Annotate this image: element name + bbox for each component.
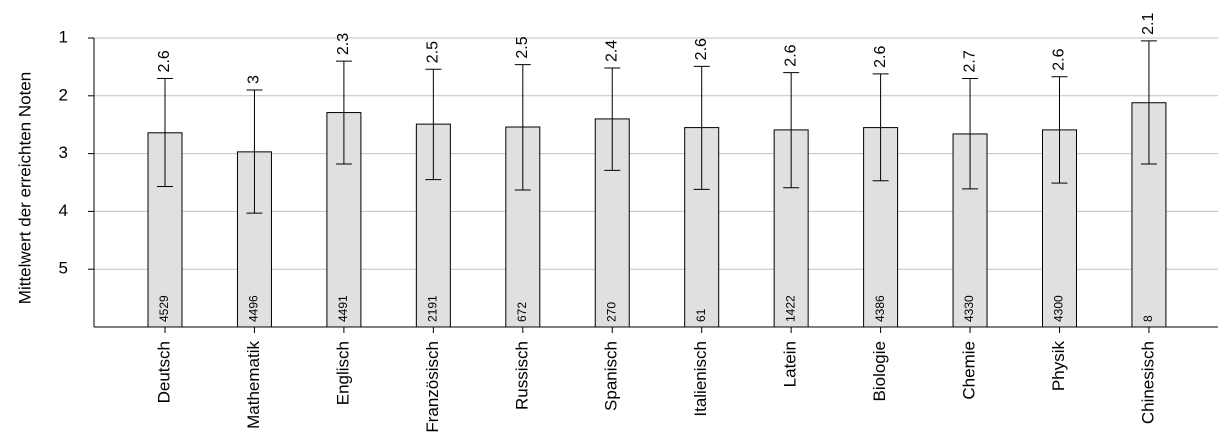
category-label: Englisch [333, 341, 352, 405]
category-label: Biologie [870, 341, 889, 402]
sample-size-label: 4386 [873, 295, 887, 322]
labels: 1 2 3 4 5 2.6 4529 Deutsch 3 4496 Mathematik 2.3 449… [59, 13, 1158, 433]
value-label: 2.3 [335, 33, 352, 55]
value-label: 3 [246, 75, 263, 84]
value-label: 2.6 [693, 38, 710, 60]
value-label: 2.4 [603, 40, 620, 62]
value-label: 2.6 [156, 50, 173, 72]
axes [88, 37, 1218, 333]
category-label: Italienisch [691, 341, 710, 417]
value-label: 2.6 [1051, 48, 1068, 70]
y-tick-label: 3 [59, 143, 68, 162]
sample-size-label: 2191 [426, 295, 440, 322]
category-label: Chinesisch [1138, 341, 1157, 424]
category-label: Physik [1049, 341, 1068, 392]
sample-size-label: 4496 [247, 295, 261, 322]
category-label: Russisch [512, 341, 531, 410]
bars [147, 40, 1167, 328]
category-label: Spanisch [602, 341, 621, 411]
value-label: 2.6 [782, 44, 799, 66]
sample-size-label: 61 [694, 308, 708, 322]
sample-size-label: 1422 [783, 295, 797, 322]
y-tick-label: 1 [59, 27, 68, 46]
sample-size-label: 4300 [1052, 295, 1066, 322]
value-label: 2.1 [1140, 13, 1157, 35]
y-axis-title: Mittelwert der erreichten Noten [15, 72, 34, 304]
sample-size-label: 4330 [962, 295, 976, 322]
y-tick-label: 5 [59, 259, 68, 278]
value-label: 2.5 [514, 36, 531, 58]
sample-size-label: 8 [1141, 315, 1155, 322]
category-label: Französisch [423, 341, 442, 433]
sample-size-label: 4491 [336, 295, 350, 322]
category-label: Latein [781, 341, 800, 387]
value-label: 2.7 [961, 50, 978, 72]
y-tick-label: 4 [59, 201, 68, 220]
category-label: Mathematik [244, 341, 263, 429]
value-label: 2.5 [425, 41, 442, 63]
category-label: Deutsch [154, 341, 173, 403]
sample-size-label: 4529 [157, 295, 171, 322]
sample-size-label: 672 [515, 302, 529, 322]
category-label: Chemie [960, 341, 979, 400]
value-label: 2.6 [872, 45, 889, 67]
y-tick-label: 2 [59, 85, 68, 104]
sample-size-label: 270 [604, 302, 618, 322]
gridlines [94, 37, 1218, 270]
